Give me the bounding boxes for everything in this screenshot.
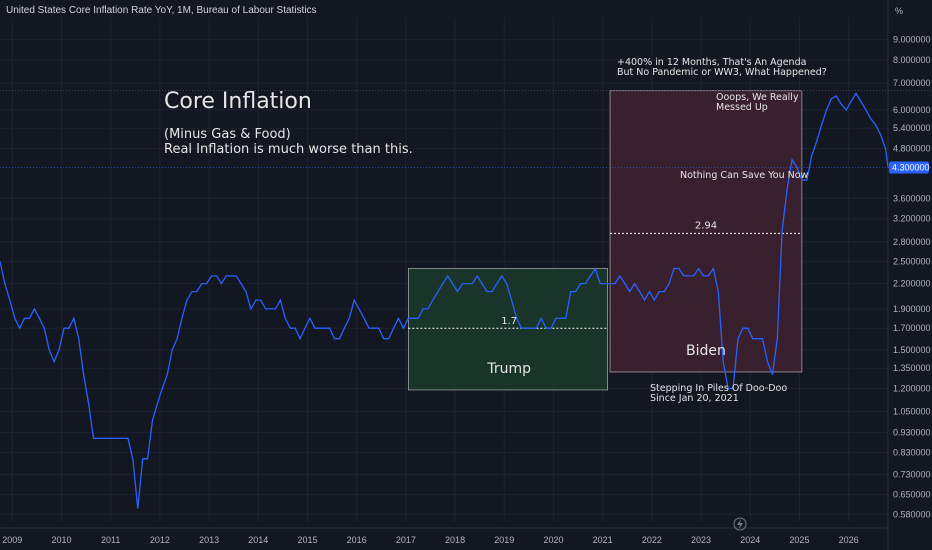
- annotation-stepping-2: Since Jan 20, 2021: [650, 393, 739, 404]
- y-tick-label: 1.900000: [893, 304, 931, 314]
- y-axis: 9.000000 8.000000 7.000000 6.000000 5.400000…: [893, 35, 931, 520]
- y-tick-label: 0.650000: [893, 490, 931, 500]
- y-tick-label: 2.800000: [893, 237, 931, 247]
- inflation-series-line: [0, 92, 889, 509]
- x-tick-label: 2009: [2, 535, 22, 545]
- y-tick-label: 4.800000: [893, 143, 931, 153]
- y-tick-label: 3.600000: [893, 193, 931, 203]
- x-tick-label: 2017: [396, 535, 416, 545]
- x-tick-label: 2010: [51, 535, 71, 545]
- y-tick-label: 1.200000: [893, 384, 931, 394]
- x-tick-label: 2011: [101, 535, 120, 545]
- trump-label: Trump: [486, 361, 531, 377]
- y-tick-label: 0.580000: [893, 509, 931, 519]
- annotation-title: Core Inflation: [164, 89, 312, 114]
- last-value-label: 4.300000: [892, 163, 930, 173]
- x-tick-label: 2021: [593, 535, 613, 545]
- annotation-oops-1: Ooops, We Really: [716, 92, 799, 103]
- x-tick-label: 2018: [445, 535, 465, 545]
- x-tick-label: 2015: [297, 535, 317, 545]
- x-tick-label: 2024: [740, 535, 760, 545]
- y-tick-label: 1.700000: [893, 323, 931, 333]
- y-tick-label: 6.000000: [893, 105, 931, 115]
- x-tick-label: 2025: [789, 535, 809, 545]
- annotation-nothing: Nothing Can Save You Now: [680, 170, 809, 181]
- y-tick-label: 1.050000: [893, 407, 931, 417]
- chart-header-title: United States Core Inflation Rate YoY, 1…: [6, 5, 317, 16]
- annotation-top-note-2: But No Pandemic or WW3, What Happened?: [617, 67, 827, 78]
- annotation-oops-2: Messed Up: [716, 102, 768, 113]
- x-tick-label: 2019: [494, 535, 514, 545]
- x-tick-label: 2013: [199, 535, 219, 545]
- trump-average-label: 1.7: [501, 316, 517, 327]
- y-tick-label: 5.400000: [893, 123, 931, 133]
- annotation-subtitle-1: (Minus Gas & Food): [164, 127, 291, 142]
- x-tick-label: 2022: [642, 535, 662, 545]
- y-tick-label: 2.200000: [893, 279, 931, 289]
- annotation-subtitle-2: Real Inflation is much worse than this.: [164, 142, 413, 157]
- y-tick-label: 0.830000: [893, 447, 931, 457]
- y-tick-label: 1.350000: [893, 363, 931, 373]
- x-tick-label: 2023: [691, 535, 711, 545]
- biden-average-label: 2.94: [695, 220, 717, 231]
- x-axis: 2009 2010 2011 2012 2013 2014 2015 2016 2017 2018…: [2, 535, 858, 545]
- biden-term-box: [609, 90, 803, 373]
- y-tick-label: 0.730000: [893, 470, 931, 480]
- y-tick-label: 9.000000: [893, 35, 931, 45]
- y-tick-label: 0.930000: [893, 428, 931, 438]
- y-tick-label: 2.500000: [893, 256, 931, 266]
- y-tick-label: 3.200000: [893, 214, 931, 224]
- annotation-stepping-1: Stepping In Piles Of Doo-Doo: [650, 383, 787, 394]
- y-axis-unit: %: [895, 6, 904, 16]
- x-tick-label: 2014: [248, 535, 268, 545]
- x-tick-label: 2012: [150, 535, 170, 545]
- lightning-icon[interactable]: [733, 517, 747, 531]
- annotation-top-note-1: +400% in 12 Months, That's An Agenda: [617, 57, 806, 68]
- y-tick-label: 7.000000: [893, 78, 931, 88]
- y-tick-label: 8.000000: [893, 55, 931, 65]
- x-tick-label: 2016: [347, 535, 367, 545]
- last-value-badge: [889, 161, 929, 174]
- x-tick-label: 2020: [543, 535, 563, 545]
- x-tick-label: 2026: [839, 535, 859, 545]
- biden-label: Biden: [686, 343, 726, 359]
- y-tick-label: 1.500000: [893, 345, 931, 355]
